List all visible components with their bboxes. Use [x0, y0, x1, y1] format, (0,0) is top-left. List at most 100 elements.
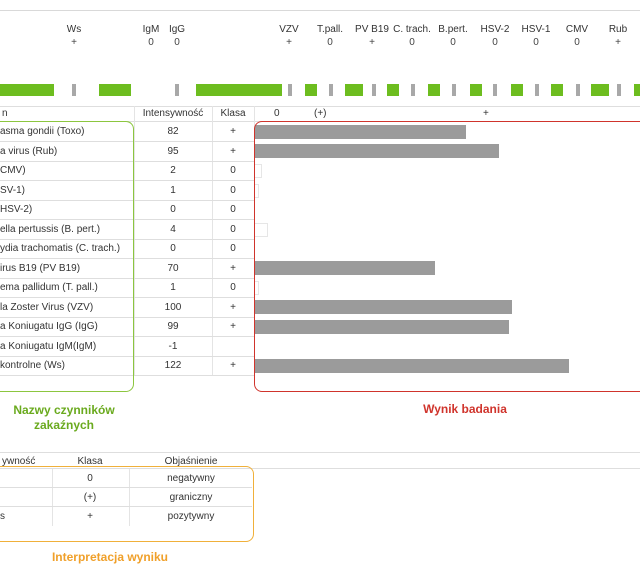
strip-segment-5 [288, 84, 292, 96]
strip-segment-0 [0, 84, 54, 96]
strip-segment-9 [372, 84, 376, 96]
column-header-value: 0 [409, 37, 415, 48]
legend-top-line [0, 452, 640, 453]
top-divider [0, 10, 640, 11]
column-header-1: IgM 0 [131, 24, 171, 49]
intensity-value: 99 [167, 321, 179, 332]
agent-name: ella pertussis (B. pert.) [0, 223, 101, 235]
class-value: 0 [230, 204, 236, 215]
interpretation-highlight-box [0, 466, 254, 542]
column-header-label: T.pall. [316, 24, 344, 35]
intensity-bar [255, 300, 512, 314]
legend-class: 0 [87, 473, 93, 484]
legend-header-explanation: Objaśnienie [164, 456, 218, 467]
legend-explanation: pozytywny [167, 511, 215, 522]
strip-segment-14 [470, 84, 482, 96]
intensity-bar [255, 358, 569, 373]
class-value: 0 [230, 282, 236, 293]
agent-name: HSV-2) [0, 204, 33, 215]
column-header-10: CMV 0 [557, 24, 597, 49]
row-divider [0, 355, 254, 357]
result-highlight-box [254, 121, 640, 392]
agent-name: la Zoster Virus (VZV) [0, 301, 94, 313]
intensity-bar [255, 319, 509, 334]
agent-name: a Koniugatu IgG (IgG) [0, 321, 98, 332]
scale-label-positive: + [483, 108, 489, 119]
column-header-value: 0 [148, 37, 154, 48]
agent-name: CMV) [0, 165, 26, 176]
legend-header-bottom-line [0, 468, 640, 469]
column-header-label: PV B19 [355, 24, 389, 35]
column-header-label: B.pert. [438, 24, 468, 35]
column-header-value: 0 [327, 37, 333, 48]
legend-header-class: Klasa [77, 456, 103, 467]
column-header-label: HSV-2 [480, 24, 510, 35]
agent-name: a Koniugatu IgM(IgM) [0, 340, 97, 352]
table-header-intensity: Intensywność [142, 108, 204, 119]
intensity-value: 4 [170, 223, 176, 235]
class-value: 0 [230, 184, 236, 196]
column-header-value: + [615, 37, 621, 48]
row-divider [0, 375, 254, 376]
agent-name: kontrolne (Ws) [0, 360, 66, 371]
row-divider [0, 160, 254, 162]
legend-header-intensity: ywność [2, 456, 36, 467]
strip-segment-4 [196, 84, 282, 96]
legend-separator [52, 488, 53, 507]
row-divider [0, 316, 254, 318]
column-header-label: IgM [142, 24, 160, 35]
strip-segment-1 [72, 84, 76, 96]
intensity-value: 70 [167, 262, 179, 274]
legend-explanation: graniczny [169, 492, 213, 503]
column-header-label: Ws [66, 24, 82, 35]
class-value [212, 337, 254, 356]
intensity-value: 122 [164, 360, 182, 371]
legend-row-divider [0, 506, 252, 507]
column-header-label: Rub [608, 24, 628, 35]
column-header-value: + [286, 37, 292, 48]
column-header-value: 0 [492, 37, 498, 48]
class-value: + [230, 145, 236, 157]
intensity-bar [255, 183, 259, 198]
agent-name: ydia trachomatis (C. trach.) [0, 243, 121, 254]
strip-segment-13 [452, 84, 456, 96]
strip-segment-8 [345, 84, 363, 96]
strip-segment-15 [493, 84, 497, 96]
intensity-bar [255, 144, 499, 158]
strip-segment-12 [428, 84, 440, 96]
legend-explanation: negatywny [167, 473, 215, 484]
column-header-3: VZV + [269, 24, 309, 49]
strip-segment-18 [551, 84, 563, 96]
scale-label-0: 0 [274, 108, 280, 119]
strip-segment-6 [305, 84, 317, 96]
column-separator-1 [134, 106, 135, 376]
column-header-0: Ws + [54, 24, 94, 49]
table-header-top-line [0, 106, 640, 107]
legend-row-divider [0, 487, 252, 488]
legend-class: (+) [83, 492, 97, 503]
column-header-label: VZV [279, 24, 299, 35]
column-header-value: 0 [450, 37, 456, 48]
names-caption: Nazwy czynników zakaźnych [13, 403, 115, 432]
column-header-7: B.pert. 0 [433, 24, 473, 49]
strip-segment-17 [535, 84, 539, 96]
column-header-4: T.pall. 0 [310, 24, 350, 49]
class-value: 0 [230, 243, 236, 254]
column-header-2: IgG 0 [157, 24, 197, 49]
row-divider [0, 238, 254, 240]
intensity-bar [255, 261, 435, 275]
agent-name: ema pallidum (T. pall.) [0, 282, 98, 293]
row-divider [0, 141, 254, 142]
legend-separator [129, 488, 130, 507]
row-divider [0, 258, 254, 259]
intensity-value: 1 [170, 282, 176, 293]
intensity-bar [255, 124, 466, 139]
row-divider [0, 336, 254, 337]
column-header-value: + [369, 37, 375, 48]
table-header-class: Klasa [220, 108, 246, 119]
legend-separator [52, 469, 53, 488]
strip-segment-22 [634, 84, 640, 96]
class-value: + [230, 360, 236, 371]
legend-separator [129, 507, 130, 526]
class-value: 0 [230, 165, 236, 176]
